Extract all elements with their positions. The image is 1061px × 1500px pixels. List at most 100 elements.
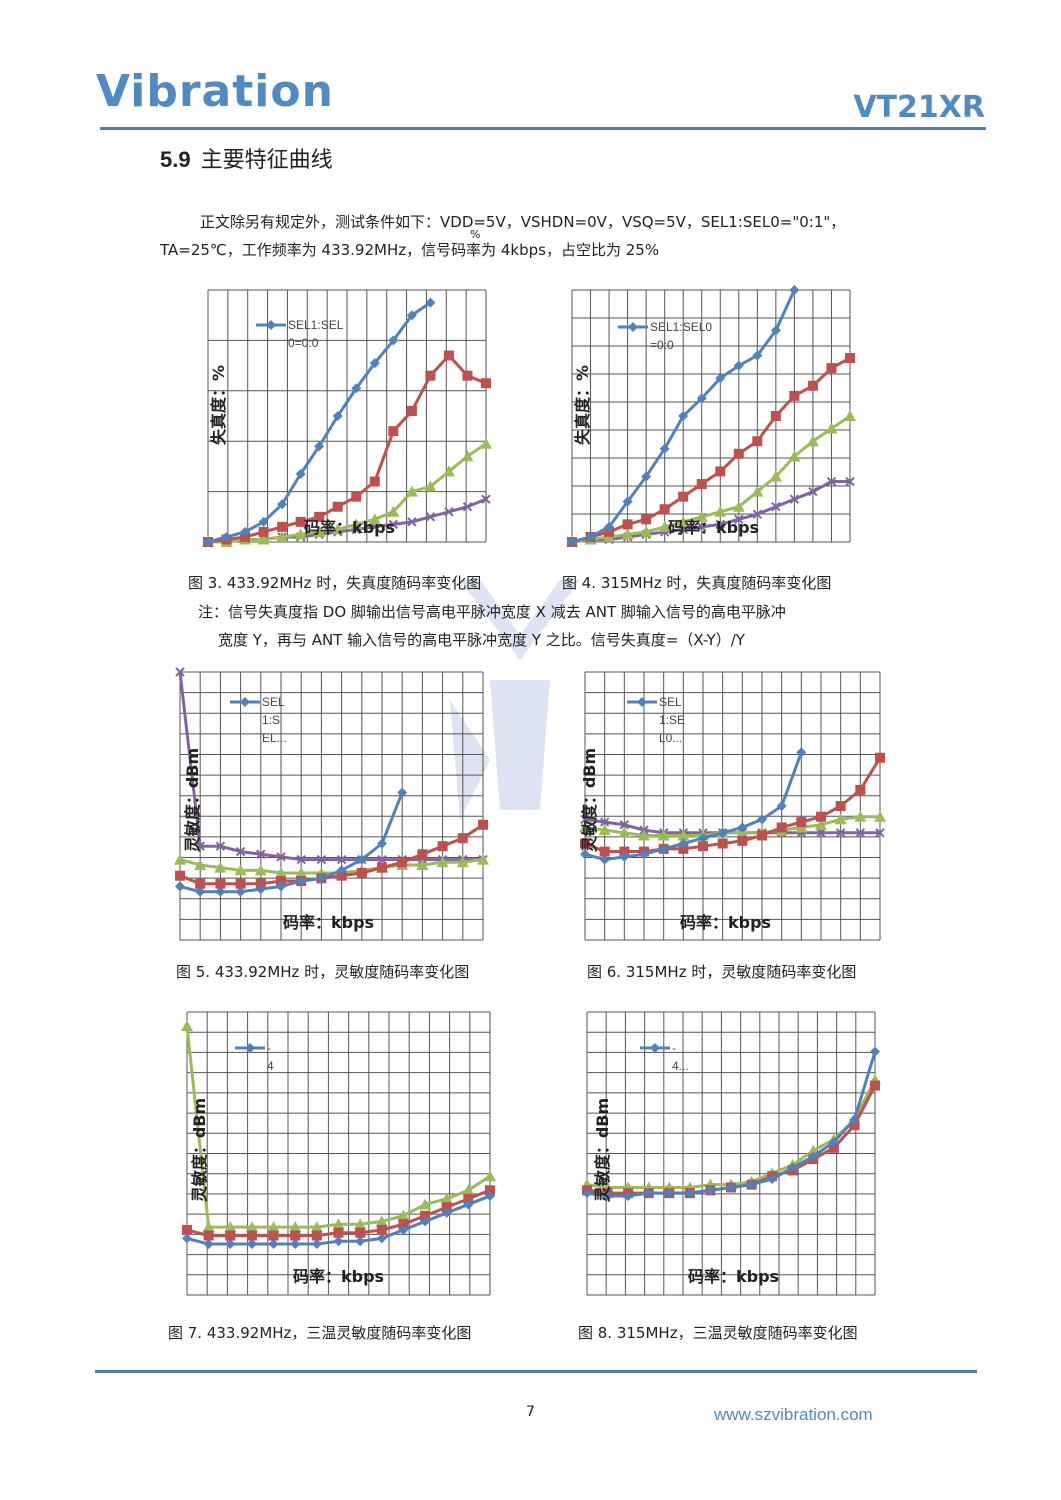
- page-number: 7: [526, 1404, 535, 1420]
- fig3-point: [425, 370, 436, 381]
- fig5-point: [478, 819, 488, 830]
- fig8-point: [582, 1188, 592, 1199]
- chart-fig7: - 4 码率：kbps 灵敏度：dBm: [175, 1000, 505, 1310]
- fig6-point: [757, 814, 767, 825]
- fig5-point: [235, 886, 246, 897]
- fig7-point: [182, 1233, 192, 1244]
- fig3-point: [314, 441, 325, 452]
- fig5-legend-marker: [240, 697, 250, 707]
- fig5-point: [256, 849, 266, 859]
- fig3-point: [240, 526, 251, 537]
- fig3-legend-text: 0=0:0: [288, 336, 319, 350]
- fig5-point: [417, 849, 428, 860]
- fig5-line-series2: [179, 823, 484, 886]
- fig7-point: [376, 1224, 387, 1235]
- fig6-point: [598, 824, 611, 836]
- fig5-point: [276, 881, 286, 892]
- fig7-svg: - 4 码率：kbps 灵敏度：dBm: [181, 1011, 496, 1296]
- fig5-point: [316, 854, 327, 865]
- fig5-point: [255, 878, 266, 889]
- fig5-line-series4: [178, 671, 483, 862]
- fig7-point: [290, 1230, 301, 1241]
- website-link[interactable]: www.szvibration.com: [714, 1405, 873, 1424]
- fig6-point: [580, 849, 590, 860]
- fig7-point: [333, 1236, 344, 1247]
- fig3-point: [369, 476, 380, 487]
- fig6-point: [874, 810, 886, 822]
- fig4-point: [677, 515, 690, 527]
- fig7-point: [225, 1239, 236, 1250]
- fig8-point: [808, 1151, 819, 1162]
- fig4-point: [697, 522, 707, 532]
- fig4-point: [769, 470, 782, 482]
- fig6-point: [619, 851, 630, 862]
- footer-divider: [95, 1370, 977, 1373]
- fig3-point: [203, 537, 213, 547]
- fig3-point: [481, 494, 491, 504]
- fig8-point: [787, 1162, 798, 1173]
- fig3-point: [240, 531, 251, 542]
- fig5-point: [316, 873, 327, 884]
- fig7-point: [354, 1218, 367, 1230]
- fig6-point: [776, 801, 787, 811]
- fig7-point: [203, 1239, 214, 1250]
- fig5-point: [195, 841, 205, 851]
- caption-fig3: 图 3. 433.92MHz 时，失真度随码率变化图: [188, 574, 482, 592]
- fig3-point: [462, 370, 473, 381]
- fig4-point: [770, 411, 781, 421]
- fig6-point: [816, 811, 826, 822]
- fig6-point: [678, 843, 689, 854]
- fig6-point: [580, 838, 590, 849]
- fig6-point: [815, 818, 827, 830]
- fig4-legend-text: SEL1:SEL0: [650, 320, 712, 334]
- fig7-point: [289, 1221, 302, 1233]
- fig5-point: [456, 856, 469, 868]
- fig7-point: [398, 1219, 409, 1230]
- fig7-point: [333, 1227, 344, 1238]
- section-heading: 5.9 主要特征曲线: [160, 142, 333, 174]
- fig4-xlabel: 码率：kbps: [668, 518, 759, 537]
- fig4-point: [678, 491, 689, 502]
- company-logo: Vibration: [96, 66, 334, 117]
- fig8-point: [705, 1185, 716, 1196]
- fig6-point: [776, 822, 787, 833]
- fig6-point: [618, 826, 631, 838]
- fig6-point: [834, 813, 847, 825]
- fig7-legend-text: -: [267, 1041, 271, 1055]
- fig6-point: [835, 801, 846, 811]
- fig4-ylabel: 失真度：%: [573, 365, 592, 445]
- fig7-point: [485, 1190, 495, 1201]
- intro-line-1: 正文除另有规定外，测试条件如下：VDD=5V，VSHDN=0V，VSQ=5V，S…: [200, 213, 846, 231]
- fig3-point: [407, 517, 417, 527]
- fig3-point: [425, 297, 436, 308]
- fig6-point: [717, 838, 728, 849]
- fig6-point: [658, 843, 669, 854]
- fig7-point: [420, 1216, 431, 1227]
- fig7-point: [311, 1239, 322, 1250]
- fig6-point: [639, 849, 649, 860]
- fig5-point: [235, 878, 246, 889]
- fig5-point: [276, 852, 286, 862]
- fig7-legend-text: 4: [267, 1059, 274, 1073]
- fig5-point: [215, 878, 226, 889]
- fig7-point: [268, 1230, 279, 1241]
- fig5-point: [194, 858, 207, 870]
- fig3-ylabel: 失真度：%: [209, 365, 228, 445]
- fig6-legend-text: 1:SE: [659, 713, 685, 727]
- watermark-logo-icon: [450, 580, 580, 820]
- intro-line-2: TA=25℃，工作频率为 433.92MHz，信号码率为 4kbps，占空比为 …: [160, 241, 660, 259]
- fig6-point: [816, 828, 826, 838]
- fig8-point: [623, 1190, 634, 1201]
- fig3-point: [425, 512, 436, 522]
- fig3-point: [406, 405, 417, 416]
- fig6-point: [796, 747, 807, 758]
- fig3-point: [388, 519, 399, 530]
- fig4-point: [844, 410, 856, 421]
- fig5-grid: [179, 671, 484, 941]
- fig4-point: [733, 360, 744, 371]
- fig6-point: [698, 833, 708, 844]
- section-number: 5.9: [160, 147, 191, 172]
- fig4-point: [641, 514, 652, 525]
- fig7-point: [355, 1236, 366, 1247]
- fig3-point: [481, 378, 491, 389]
